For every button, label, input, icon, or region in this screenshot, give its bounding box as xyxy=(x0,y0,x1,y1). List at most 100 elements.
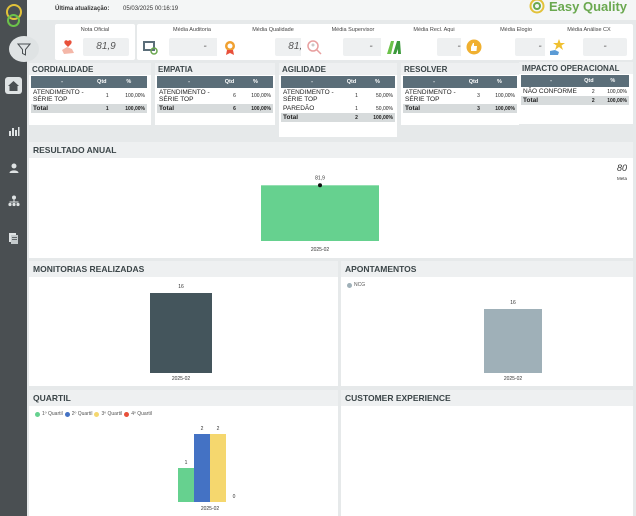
col-header-qtd: Qtd xyxy=(93,76,111,88)
legend-label: NCG xyxy=(354,282,366,288)
col-header-dash: - xyxy=(521,75,581,87)
kpi-label: Média Elogio xyxy=(500,27,532,33)
row-label: ATENDIMENTO - SÉRIE TOP xyxy=(405,89,456,103)
section-title: QUARTIL xyxy=(29,390,338,406)
total-label: Total xyxy=(157,104,221,113)
row-label: ATENDIMENTO - SÉRIE TOP xyxy=(159,89,210,103)
total-pct: 100,00% xyxy=(237,104,273,113)
legend-dot xyxy=(94,411,100,417)
table-row[interactable]: PAREDÃO 1 50,00% xyxy=(281,104,395,113)
total-qtd: 1 xyxy=(93,104,111,113)
quartil-chart: 2025-02 1 2 2 0 xyxy=(178,426,236,512)
legend-label: 4º Quartil xyxy=(131,411,152,417)
kpi-label: Média Análise CX xyxy=(567,27,611,33)
col-header-pct: % xyxy=(359,76,395,88)
quartil-bar-2[interactable] xyxy=(194,434,210,502)
total-label: Total xyxy=(403,104,465,113)
apontamentos-bar[interactable] xyxy=(484,309,542,373)
kpi-value: 81,9 xyxy=(83,38,129,56)
table-title: CORDIALIDADE xyxy=(29,63,151,75)
kpi-label: Média Auditoria xyxy=(173,27,211,33)
impacto-grid: - Qtd% NÃO CONFORME 2 100,00% Total 2 100,00% xyxy=(521,75,629,105)
total-qtd: 2 xyxy=(343,113,360,122)
col-header-qtd: Qtd xyxy=(343,76,360,88)
total-pct: 100,00% xyxy=(481,104,517,113)
table-row[interactable]: ATENDIMENTO - SÉRIE TOP 1 100,00% xyxy=(31,88,147,104)
quartil-bar-1[interactable] xyxy=(178,468,194,502)
col-header-dash: - xyxy=(403,76,465,88)
row-qtd: 1 xyxy=(105,93,109,99)
row-pct: 100,00% xyxy=(125,93,145,99)
col-header-pct: % xyxy=(481,76,517,88)
total-qtd: 6 xyxy=(221,104,238,113)
table-total-row: Total 2 100,00% xyxy=(281,113,395,122)
table-title: AGILIDADE xyxy=(279,63,397,75)
hierarchy-icon[interactable] xyxy=(5,192,22,209)
col-header-dash: - xyxy=(157,76,221,88)
last-update-value: 05/03/2025 00:16:19 xyxy=(123,6,179,12)
home-icon[interactable] xyxy=(5,77,22,94)
total-pct: 100,00% xyxy=(596,96,629,105)
apontamentos-legend: NCG xyxy=(345,282,365,288)
people-icon[interactable] xyxy=(5,159,22,176)
total-qtd: 3 xyxy=(465,104,482,113)
supervisor-search-icon xyxy=(307,40,322,55)
col-header-pct: % xyxy=(237,76,273,88)
section-resultado-anual: RESULTADO ANUAL 81,9 2025-02 80 Meta xyxy=(29,142,633,258)
quartil-value-label-4: 0 xyxy=(233,494,236,500)
table-row[interactable]: ATENDIMENTO - SÉRIE TOP 1 50,00% xyxy=(281,88,395,104)
filter-button[interactable] xyxy=(9,36,39,62)
top-bar: Última atualização: 05/03/2025 00:16:19 … xyxy=(27,0,636,20)
quartil-bar-3[interactable] xyxy=(210,434,226,502)
total-qtd: 2 xyxy=(581,96,597,105)
quartil-value-label-2: 2 xyxy=(201,426,204,432)
resultado-bar[interactable] xyxy=(261,185,379,241)
legend-label: 3º Quartil xyxy=(101,411,123,417)
table-cordialidade: CORDIALIDADE - Qtd% ATENDIMENTO - SÉRIE T… xyxy=(29,63,151,125)
meta-value: 80 xyxy=(617,163,627,173)
section-title: APONTAMENTOS xyxy=(341,261,633,277)
col-header-qtd: Qtd xyxy=(465,76,482,88)
bar-chart-icon[interactable] xyxy=(5,122,22,139)
cordialidade-grid: - Qtd% ATENDIMENTO - SÉRIE TOP 1 100,00% To… xyxy=(31,76,147,113)
row-label: ATENDIMENTO - SÉRIE TOP xyxy=(33,89,84,103)
hand-heart-icon xyxy=(62,40,74,54)
section-title: MONITORIAS REALIZADAS xyxy=(29,261,338,277)
main-content: Última atualização: 05/03/2025 00:16:19 … xyxy=(27,0,636,516)
total-pct: 100,00% xyxy=(110,104,147,113)
table-row[interactable]: NÃO CONFORME 2 100,00% xyxy=(521,87,629,96)
resolver-grid: - Qtd% ATENDIMENTO - SÉRIE TOP 3 100,00% To… xyxy=(403,76,517,113)
monitorias-bar[interactable] xyxy=(150,293,212,373)
table-row[interactable]: ATENDIMENTO - SÉRIE TOP 6 100,00% xyxy=(157,88,273,104)
reclame-aqui-logo xyxy=(387,41,401,54)
table-title: EMPATIA xyxy=(155,63,275,75)
kpi-label: Média Supervisor xyxy=(331,27,375,33)
brand-logo-icon xyxy=(529,0,545,14)
document-icon[interactable] xyxy=(5,229,22,246)
col-header-pct: % xyxy=(596,75,629,87)
monitorias-chart: 16 2025-02 xyxy=(150,284,212,382)
col-header-dash: - xyxy=(31,76,93,88)
section-title: CUSTOMER EXPERIENCE xyxy=(341,390,633,406)
row-pct: 100,00% xyxy=(607,88,627,95)
total-label: Total xyxy=(31,104,93,113)
legend-dot xyxy=(347,282,352,288)
apontamentos-value-label: 16 xyxy=(510,300,516,306)
col-header-qtd: Qtd xyxy=(221,76,238,88)
brand: Easy Quality xyxy=(529,0,627,14)
row-qtd: 1 xyxy=(355,93,358,99)
star-hand-icon xyxy=(550,39,565,55)
sidebar xyxy=(0,0,27,516)
kpi-label: Média Qualidade xyxy=(252,27,294,33)
table-impacto-operacional: IMPACTO OPERACIONAL - Qtd% NÃO CONFORME 2 1… xyxy=(519,62,633,124)
resultado-category-label: 2025-02 xyxy=(311,247,330,253)
row-qtd: 2 xyxy=(591,88,595,95)
table-empatia: EMPATIA - Qtd% ATENDIMENTO - SÉRIE TOP 6 10… xyxy=(155,63,275,125)
table-row[interactable]: ATENDIMENTO - SÉRIE TOP 3 100,00% xyxy=(403,88,517,104)
legend-dot xyxy=(64,411,70,417)
thumbs-up-icon xyxy=(466,39,482,55)
kpi-label: Média Recl. Aqui xyxy=(413,27,455,33)
table-title: IMPACTO OPERACIONAL xyxy=(519,62,633,74)
row-qtd: 1 xyxy=(355,105,358,112)
total-label: Total xyxy=(521,96,581,105)
